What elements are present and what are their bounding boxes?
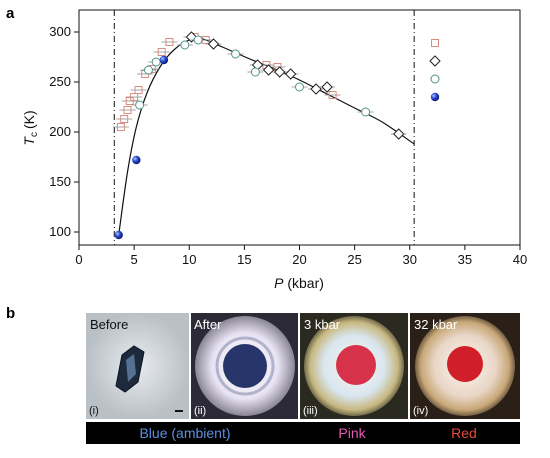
x-tick-label: 35: [458, 252, 472, 267]
data-point: [123, 106, 132, 114]
data-point: [151, 57, 161, 67]
photo-caption-4: 32 kbar: [414, 317, 458, 332]
data-point: [120, 115, 129, 123]
plot-area: [78, 9, 521, 246]
x-tick-label: 15: [237, 252, 251, 267]
data-point: [157, 48, 166, 56]
x-tick-label: 30: [403, 252, 417, 267]
photo-caption-1: Before: [90, 317, 128, 332]
y-axis-ticks: 100 150 200 250 300: [49, 24, 79, 239]
markers: [112, 31, 407, 240]
x-axis-var: P: [274, 275, 284, 291]
data-point: [135, 100, 145, 110]
legend-marker: [431, 39, 439, 47]
vertical-lines: [113, 10, 415, 245]
x-axis-label: P (kbar): [274, 275, 324, 291]
y-tick-label: 300: [49, 24, 71, 39]
panel-a-label: a: [6, 5, 15, 22]
y-tick-label: 100: [49, 224, 71, 239]
data-point: [159, 55, 169, 65]
data-point: [193, 35, 203, 45]
x-axis-ticks: 0 5 10 15 20 25 30 35 40: [75, 245, 527, 267]
data-point: [393, 128, 405, 140]
data-point: [262, 64, 275, 76]
y-tick-label: 200: [49, 124, 71, 139]
data-point: [310, 83, 322, 95]
x-axis-unit: (kbar): [287, 275, 324, 291]
x-tick-label: 0: [75, 252, 82, 267]
x-tick-label: 5: [131, 252, 138, 267]
photo-roman-2: (ii): [194, 405, 206, 417]
color-label-red: Red: [451, 425, 477, 441]
photo-roman-3: (iii): [303, 405, 318, 417]
data-point: [132, 155, 141, 165]
color-bar: Blue (ambient) Pink Red: [86, 422, 520, 444]
sample-blue: [223, 344, 267, 388]
photo-after: After (ii): [191, 313, 298, 419]
y-tick-label: 150: [49, 174, 71, 189]
data-point: [321, 81, 333, 93]
legend-marker: [430, 74, 440, 84]
plot-frame: [78, 9, 521, 246]
data-point: [165, 38, 174, 46]
legend: [429, 39, 441, 102]
legend-marker: [430, 92, 440, 102]
photo-32kbar: 32 kbar (iv): [410, 313, 520, 419]
data-point: [207, 38, 220, 50]
photo-before: Before (i): [86, 313, 189, 419]
sample-red: [447, 346, 483, 382]
data-point: [231, 49, 241, 59]
color-label-blue: Blue (ambient): [139, 425, 230, 441]
y-axis-subscript: c: [29, 132, 40, 137]
photo-roman-1: (i): [89, 405, 99, 417]
photo-3kbar: 3 kbar (iii): [300, 313, 408, 419]
scale-bar: [175, 410, 183, 412]
panel-b-label: b: [6, 305, 15, 322]
x-tick-label: 20: [292, 252, 306, 267]
y-axis-label: Tc (K): [21, 110, 40, 145]
data-point: [130, 93, 139, 101]
x-tick-label: 25: [347, 252, 361, 267]
data-point: [273, 66, 286, 78]
data-point: [114, 230, 123, 240]
data-point: [180, 40, 190, 50]
legend-marker: [429, 55, 441, 67]
photo-caption-3: 3 kbar: [304, 317, 341, 332]
photo-roman-4: (iv): [413, 405, 428, 417]
data-point: [361, 107, 371, 117]
sample-pink: [336, 345, 376, 385]
color-label-pink: Pink: [338, 425, 366, 441]
y-axis-unit: (K): [21, 110, 37, 129]
x-tick-label: 10: [182, 252, 196, 267]
data-point: [328, 91, 337, 99]
data-point: [295, 82, 304, 92]
data-point: [143, 65, 153, 75]
x-tick-label: 40: [513, 252, 527, 267]
data-point: [284, 68, 297, 80]
y-axis-var: T: [21, 136, 37, 146]
data-point: [250, 67, 260, 77]
y-tick-label: 250: [49, 74, 71, 89]
data-point: [116, 123, 125, 131]
photo-caption-2: After: [194, 317, 222, 332]
data-point: [134, 86, 143, 94]
